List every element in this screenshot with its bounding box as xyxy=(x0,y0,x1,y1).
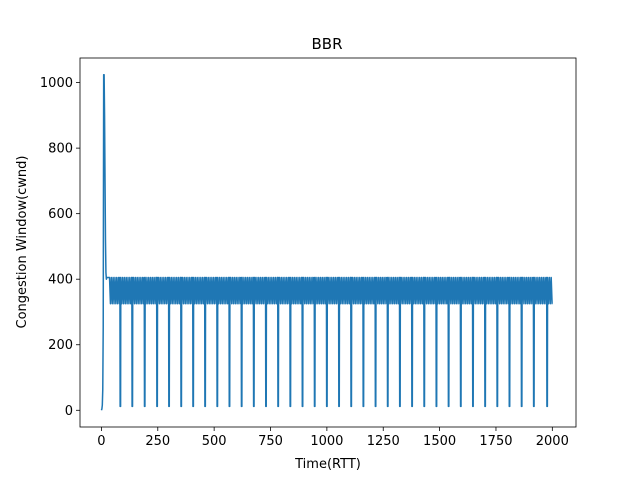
plot-area xyxy=(100,73,553,411)
x-tick-label: 1000 xyxy=(310,434,343,449)
series-line xyxy=(100,73,553,411)
x-tick-label: 250 xyxy=(145,434,170,449)
y-axis: 0 200 400 600 800 1000 xyxy=(40,76,80,419)
x-tick-label: 1750 xyxy=(479,434,512,449)
y-tick-label: 800 xyxy=(48,142,73,157)
x-tick-label: 2000 xyxy=(536,434,569,449)
y-tick-label: 200 xyxy=(48,338,73,353)
x-tick-label: 750 xyxy=(258,434,283,449)
x-tick-label: 1250 xyxy=(367,434,400,449)
y-tick-label: 600 xyxy=(48,207,73,222)
y-tick-label: 400 xyxy=(48,273,73,288)
y-tick-label: 1000 xyxy=(40,76,73,91)
y-tick-label: 0 xyxy=(65,404,73,419)
y-axis-label: Congestion Window(cwnd) xyxy=(15,156,30,329)
x-axis: 0 250 500 750 1000 1250 1500 1750 2000 xyxy=(97,427,569,449)
x-tick-label: 0 xyxy=(97,434,105,449)
chart-title: BBR xyxy=(311,35,342,53)
x-axis-label: Time(RTT) xyxy=(294,457,361,472)
plot-frame xyxy=(79,57,577,428)
x-tick-label: 500 xyxy=(202,434,227,449)
x-tick-label: 1500 xyxy=(423,434,456,449)
